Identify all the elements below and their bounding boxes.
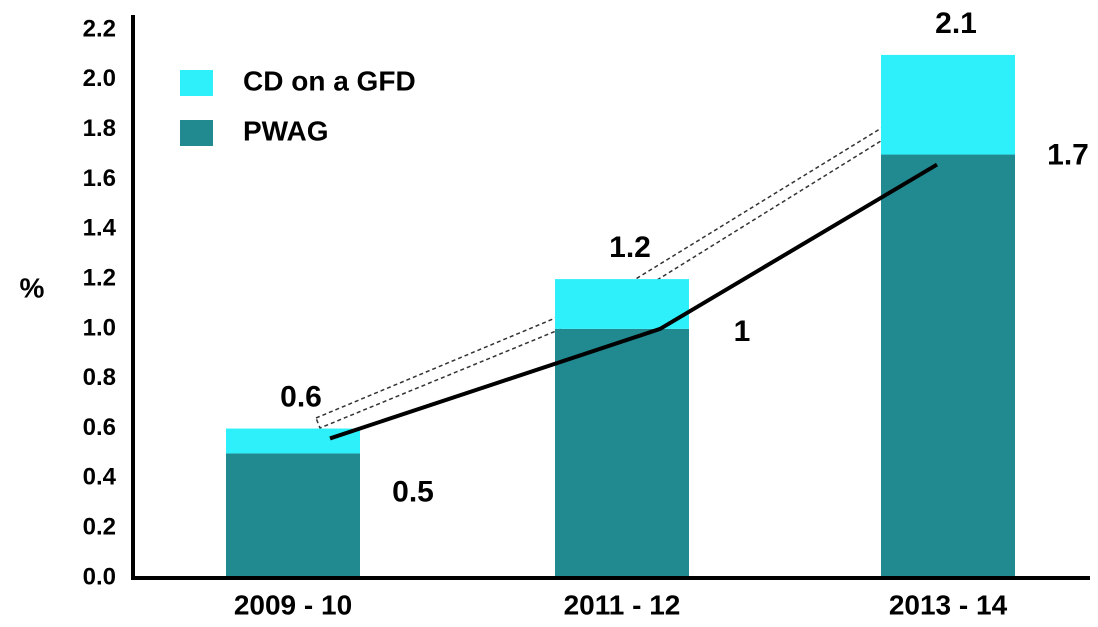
bar-segment: [555, 328, 689, 578]
x-tick-label: 2011 - 12: [564, 589, 681, 620]
y-tick-label: 1.2: [83, 264, 116, 291]
y-tick-label: 0.6: [83, 414, 116, 441]
bar-segment: [881, 54, 1015, 155]
y-tick-label: 0.0: [83, 563, 116, 590]
value-label: 1: [734, 315, 751, 348]
total-label: 2.1: [935, 7, 977, 40]
y-tick-label: 1.4: [83, 215, 117, 242]
y-tick-label: 0.4: [83, 464, 117, 491]
trend-line: [329, 162, 939, 441]
y-tick-label: 2.2: [83, 15, 116, 42]
y-tick-label: 1.6: [83, 165, 116, 192]
y-axis-label: %: [20, 272, 45, 303]
y-tick-label: 0.2: [83, 514, 116, 541]
x-tick-label: 2009 - 10: [234, 589, 352, 620]
legend-label: PWAG: [243, 115, 329, 146]
bar-segment: [555, 279, 689, 329]
legend-swatch: [180, 70, 213, 96]
total-label: 0.6: [280, 380, 322, 413]
y-tick-label: 2.0: [83, 65, 116, 92]
legend-swatch: [180, 120, 213, 146]
x-tick-label: 2013 - 14: [889, 589, 1008, 620]
y-tick-label: 1.8: [83, 115, 116, 142]
y-tick-label: 0.8: [83, 364, 116, 391]
value-label: 1.7: [1047, 138, 1089, 171]
legend-label: CD on a GFD: [243, 65, 416, 96]
bar-segment: [881, 154, 1015, 578]
bar-segment: [226, 453, 360, 578]
y-tick-label: 1.0: [83, 314, 116, 341]
value-label: 0.5: [392, 475, 434, 508]
total-label: 1.2: [609, 231, 651, 264]
bar-segment: [226, 428, 360, 454]
